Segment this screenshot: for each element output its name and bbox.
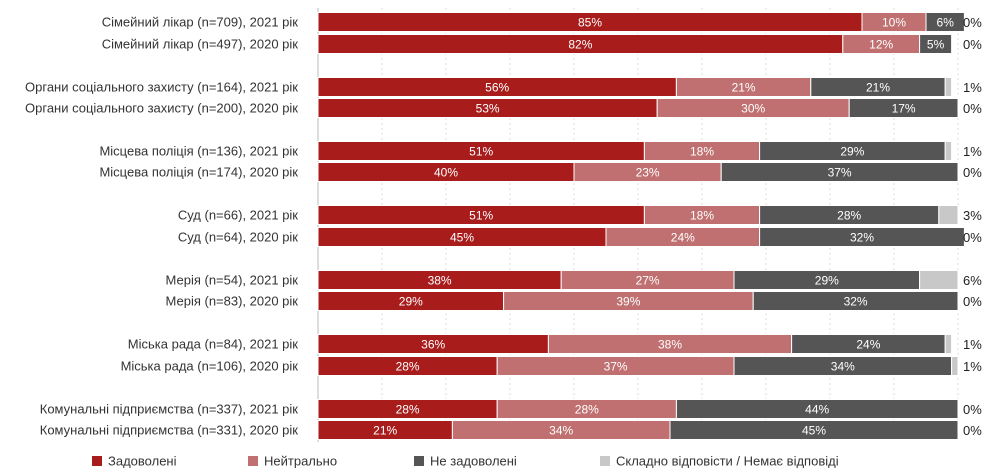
category-label: Суд (n=64), 2020 рік	[178, 230, 298, 245]
segment-value-label: 38%	[428, 274, 452, 288]
segment-value-label: 45%	[802, 424, 826, 438]
segment-value-label: 21%	[373, 424, 397, 438]
end-value-label: 0%	[963, 230, 982, 245]
end-value-label: 0%	[963, 15, 982, 30]
segment-value-label: 28%	[396, 360, 420, 374]
category-label: Комунальні підприємства (n=337), 2021 рі…	[40, 402, 299, 417]
category-label: Органи соціального захисту (n=200), 2020…	[25, 101, 298, 116]
end-value-label: 0%	[963, 165, 982, 180]
segment-value-label: 29%	[840, 145, 864, 159]
category-label: Мерія (n=83), 2020 рік	[166, 294, 299, 309]
segment-value-label: 82%	[568, 38, 592, 52]
bar-segment	[920, 271, 958, 290]
segment-value-label: 32%	[844, 295, 868, 309]
segment-value-label: 28%	[396, 403, 420, 417]
segment-value-label: 34%	[549, 424, 573, 438]
segment-value-label: 18%	[690, 145, 714, 159]
segment-value-label: 85%	[578, 16, 602, 30]
segment-value-label: 21%	[732, 81, 756, 95]
segment-value-label: 10%	[882, 16, 906, 30]
segment-value-label: 21%	[866, 81, 890, 95]
end-value-label: 1%	[963, 359, 982, 374]
segment-value-label: 18%	[690, 209, 714, 223]
bar-segment	[945, 78, 951, 97]
category-label: Міська рада (n=84), 2021 рік	[128, 337, 299, 352]
end-value-label: 1%	[963, 144, 982, 159]
legend-swatch	[414, 456, 424, 466]
end-value-label: 0%	[963, 402, 982, 417]
segment-value-label: 51%	[469, 145, 493, 159]
segment-value-label: 39%	[616, 295, 640, 309]
category-label: Сімейний лікар (n=497), 2020 рік	[102, 37, 299, 52]
segment-value-label: 36%	[421, 338, 445, 352]
bars	[318, 13, 964, 440]
segment-value-label: 29%	[399, 295, 423, 309]
segment-value-label: 12%	[869, 38, 893, 52]
segment-value-label: 27%	[636, 274, 660, 288]
category-label: Міська рада (n=106), 2020 рік	[121, 359, 299, 374]
segment-value-label: 32%	[850, 231, 874, 245]
segment-value-label: 34%	[831, 360, 855, 374]
end-value-label: 0%	[963, 294, 982, 309]
segment-value-label: 29%	[815, 274, 839, 288]
legend-label: Нейтрально	[264, 454, 337, 469]
segment-value-label: 24%	[671, 231, 695, 245]
segment-value-label: 24%	[856, 338, 880, 352]
segment-value-label: 28%	[575, 403, 599, 417]
category-label: Комунальні підприємства (n=331), 2020 рі…	[40, 423, 299, 438]
end-value-label: 6%	[963, 273, 982, 288]
category-label: Місцева поліція (n=174), 2020 рік	[99, 165, 298, 180]
segment-value-label: 38%	[658, 338, 682, 352]
end-value-label: 0%	[963, 37, 982, 52]
segment-value-label: 45%	[450, 231, 474, 245]
segment-value-label: 28%	[837, 209, 861, 223]
legend-swatch	[92, 456, 102, 466]
category-label: Мерія (n=54), 2021 рік	[166, 273, 299, 288]
segment-value-label: 56%	[485, 81, 509, 95]
category-label: Сімейний лікар (n=709), 2021 рік	[102, 15, 299, 30]
end-value-label: 1%	[963, 337, 982, 352]
segment-value-label: 5%	[927, 38, 945, 52]
segment-value-label: 53%	[476, 102, 500, 116]
end-value-label: 1%	[963, 80, 982, 95]
end-value-label: 3%	[963, 208, 982, 223]
segment-value-label: 6%	[937, 16, 955, 30]
category-label: Суд (n=66), 2021 рік	[178, 208, 298, 223]
segment-value-label: 17%	[892, 102, 916, 116]
end-value-label: 0%	[963, 423, 982, 438]
category-label: Органи соціального захисту (n=164), 2021…	[25, 80, 298, 95]
end-value-label: 0%	[963, 101, 982, 116]
segment-value-label: 40%	[434, 166, 458, 180]
legend-label: Складно відповісти / Немає відповіді	[616, 454, 839, 469]
segment-value-label: 51%	[469, 209, 493, 223]
segment-value-label: 44%	[805, 403, 829, 417]
legend-swatch	[600, 456, 610, 466]
bar-segment	[945, 142, 951, 161]
segment-value-label: 23%	[636, 166, 660, 180]
bar-segment	[952, 357, 958, 376]
segment-value-label: 37%	[828, 166, 852, 180]
legend-label: Задоволені	[108, 454, 177, 469]
legend-label: Не задоволені	[430, 454, 517, 469]
bar-segment	[945, 335, 951, 354]
legend: Задоволені Нейтрально Не задоволені Складно…	[92, 454, 839, 469]
bar-segment	[939, 206, 958, 225]
segment-value-label: 37%	[604, 360, 628, 374]
legend-swatch	[248, 456, 258, 466]
segment-value-label: 30%	[741, 102, 765, 116]
category-label: Місцева поліція (n=136), 2021 рік	[99, 144, 298, 159]
